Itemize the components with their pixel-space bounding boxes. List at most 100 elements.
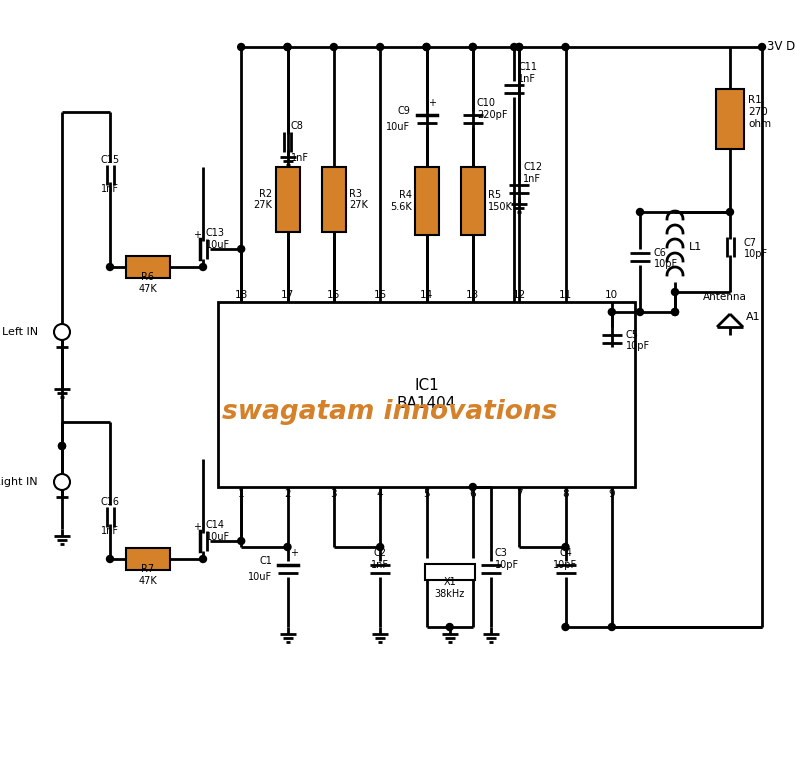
Text: 8: 8 <box>562 489 568 499</box>
Text: R4
5.6K: R4 5.6K <box>390 190 412 212</box>
Text: 10: 10 <box>605 290 619 300</box>
Circle shape <box>727 208 734 216</box>
Circle shape <box>331 43 337 51</box>
Text: 10uF: 10uF <box>206 240 230 250</box>
Circle shape <box>59 443 65 450</box>
Circle shape <box>107 556 114 562</box>
Text: C1: C1 <box>260 556 273 566</box>
Text: +: + <box>429 98 436 108</box>
Bar <box>716 89 744 149</box>
Circle shape <box>672 288 678 295</box>
Circle shape <box>562 624 569 631</box>
Text: 12: 12 <box>513 290 525 300</box>
Circle shape <box>54 324 70 340</box>
Text: 1nF: 1nF <box>290 153 308 163</box>
Bar <box>425 564 475 580</box>
Text: C13: C13 <box>206 228 225 238</box>
Text: 10pF: 10pF <box>744 249 768 259</box>
Circle shape <box>284 43 291 51</box>
Bar <box>126 256 170 278</box>
Circle shape <box>510 43 518 51</box>
Circle shape <box>758 43 766 51</box>
Circle shape <box>107 263 114 270</box>
Text: 1nF: 1nF <box>101 184 119 194</box>
Text: C5: C5 <box>626 330 639 340</box>
Text: 9: 9 <box>608 489 615 499</box>
Circle shape <box>516 43 522 51</box>
Text: +: + <box>193 522 201 532</box>
Text: 6: 6 <box>470 489 476 499</box>
Text: 10uF: 10uF <box>206 532 230 542</box>
Circle shape <box>562 43 569 51</box>
Circle shape <box>200 263 207 270</box>
Circle shape <box>469 43 476 51</box>
Text: C16: C16 <box>100 497 119 507</box>
Text: C10: C10 <box>477 98 496 108</box>
Circle shape <box>423 43 430 51</box>
Text: 4: 4 <box>377 489 383 499</box>
Text: 10pF: 10pF <box>654 259 678 269</box>
Text: 10pF: 10pF <box>626 341 650 351</box>
Text: C6: C6 <box>654 248 667 258</box>
Text: C12: C12 <box>523 162 542 172</box>
Text: C14: C14 <box>206 520 225 530</box>
Circle shape <box>238 245 245 253</box>
Text: 1nF: 1nF <box>371 560 390 570</box>
Circle shape <box>562 544 569 550</box>
Circle shape <box>59 443 65 450</box>
Circle shape <box>672 309 678 316</box>
Circle shape <box>608 309 615 316</box>
Circle shape <box>423 43 430 51</box>
Bar <box>461 167 485 235</box>
Text: 7: 7 <box>516 489 522 499</box>
Text: +: + <box>193 230 201 240</box>
Text: A1: A1 <box>746 312 761 322</box>
Text: X1
38kHz: X1 38kHz <box>435 577 465 599</box>
Text: R6
47K: R6 47K <box>138 273 157 294</box>
Bar <box>276 167 300 232</box>
Circle shape <box>200 556 207 562</box>
Text: IC1
BA1404: IC1 BA1404 <box>397 378 456 411</box>
Circle shape <box>516 43 522 51</box>
Bar <box>126 548 170 570</box>
Text: swagatam innovations: swagatam innovations <box>223 399 557 425</box>
Text: 13: 13 <box>466 290 479 300</box>
Text: C9: C9 <box>398 106 410 116</box>
Text: 10uF: 10uF <box>248 572 273 582</box>
Circle shape <box>608 624 615 631</box>
Text: R5
150K: R5 150K <box>488 190 513 212</box>
Bar <box>322 167 346 232</box>
Circle shape <box>377 544 384 550</box>
Text: 1: 1 <box>238 489 245 499</box>
Text: Antenna: Antenna <box>703 292 747 302</box>
Circle shape <box>446 624 453 631</box>
Text: R1
270
ohm: R1 270 ohm <box>748 95 771 129</box>
Text: 220pF: 220pF <box>477 110 507 120</box>
Text: C7: C7 <box>744 238 757 248</box>
Circle shape <box>54 474 70 490</box>
Circle shape <box>637 309 643 316</box>
Text: R7
47K: R7 47K <box>138 564 157 586</box>
Text: 11: 11 <box>559 290 572 300</box>
Text: C11: C11 <box>518 62 537 72</box>
Circle shape <box>469 43 476 51</box>
Text: Right IN: Right IN <box>0 477 38 487</box>
Circle shape <box>469 484 476 491</box>
Text: +: + <box>290 548 298 558</box>
Text: 3: 3 <box>331 489 337 499</box>
Circle shape <box>284 544 291 550</box>
Circle shape <box>377 43 384 51</box>
Text: 16: 16 <box>328 290 340 300</box>
Text: 15: 15 <box>374 290 387 300</box>
Text: 2: 2 <box>284 489 291 499</box>
Circle shape <box>637 208 643 216</box>
Bar <box>218 302 635 487</box>
Text: C15: C15 <box>100 155 119 165</box>
Text: C8: C8 <box>290 121 304 131</box>
Text: 1nF: 1nF <box>523 174 541 184</box>
Text: C4: C4 <box>559 548 572 558</box>
Circle shape <box>672 309 678 316</box>
Text: 1nF: 1nF <box>101 526 119 536</box>
Bar <box>414 167 439 235</box>
Text: 14: 14 <box>420 290 433 300</box>
